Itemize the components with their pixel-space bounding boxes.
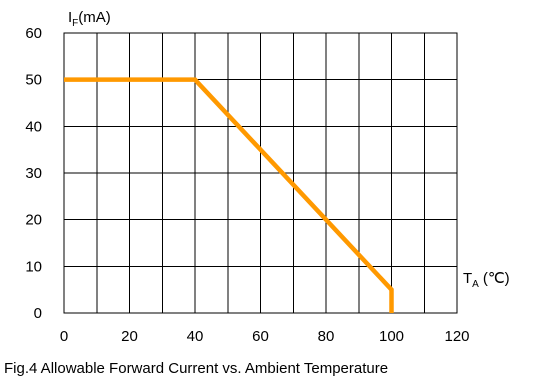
x-axis-label-unit: (℃): [483, 270, 510, 287]
grid-lines: [63, 32, 458, 314]
plot-frame: [63, 32, 458, 314]
y-axis-label-unit: (mA): [78, 9, 111, 26]
y-tick-label-40: 40: [25, 118, 42, 135]
y-tick-label-20: 20: [25, 212, 42, 229]
y-tick-label-30: 30: [25, 165, 42, 182]
x-axis-label-main: T: [463, 270, 472, 287]
x-tick-label-120: 120: [444, 328, 469, 345]
y-axis-label: IF(mA): [68, 9, 111, 29]
x-axis-label: TA (℃): [463, 270, 510, 290]
chart-title: Fig.4 Allowable Forward Current vs. Ambi…: [4, 360, 388, 377]
y-tick-label-10: 10: [25, 258, 42, 275]
x-tick-label-20: 20: [121, 328, 138, 345]
y-tick-label-0: 0: [34, 305, 42, 322]
series-line-1: [64, 77, 394, 313]
y-axis-label-main: I: [68, 9, 72, 26]
series-layer: [64, 77, 394, 313]
x-tick-label-100: 100: [379, 328, 404, 345]
tick-labels: 0 20 40 60 80 100 120 0 10 20 30 40 50 60: [25, 25, 469, 345]
x-tick-label-0: 0: [60, 328, 68, 345]
y-tick-label-60: 60: [25, 25, 42, 42]
x-tick-label-60: 60: [252, 328, 269, 345]
x-axis-label-sub: A: [472, 279, 479, 290]
x-tick-label-80: 80: [318, 328, 335, 345]
y-tick-label-50: 50: [25, 72, 42, 89]
y-axis-label-sub: F: [72, 18, 78, 29]
x-tick-label-40: 40: [187, 328, 204, 345]
